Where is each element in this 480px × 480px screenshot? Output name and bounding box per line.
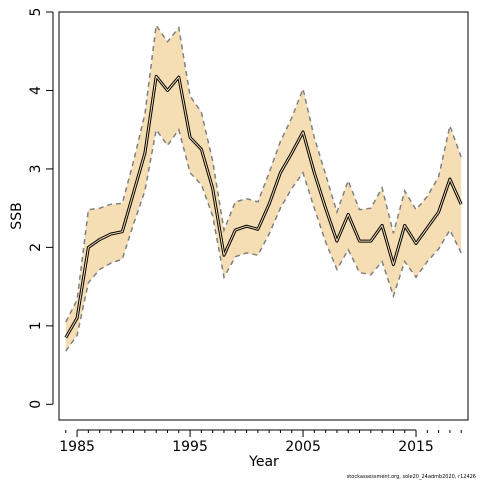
y-tick-label: 3 bbox=[28, 164, 44, 173]
x-tick-label: 1985 bbox=[59, 439, 95, 455]
footnote: stockassessment.org, sole20_24admb2020, … bbox=[347, 474, 476, 480]
y-tick-label: 5 bbox=[28, 8, 44, 17]
y-axis-label: SSB bbox=[9, 202, 25, 229]
x-tick-label: 1995 bbox=[172, 439, 208, 455]
x-axis-label: Year bbox=[248, 454, 279, 470]
y-tick-label: 0 bbox=[28, 400, 44, 409]
upper-bound-line bbox=[65, 23, 462, 323]
lower-bound-line bbox=[65, 127, 462, 352]
confidence-band bbox=[65, 25, 462, 352]
y-tick-label: 4 bbox=[28, 86, 44, 95]
x-tick-label: 2015 bbox=[398, 439, 434, 455]
estimate-line-highlight bbox=[65, 75, 462, 338]
y-tick-label: 2 bbox=[28, 243, 44, 252]
plot-frame bbox=[58, 11, 469, 421]
x-tick-label: 2005 bbox=[285, 439, 321, 455]
y-tick-label: 1 bbox=[28, 321, 44, 330]
y-axis: 0 1 2 3 4 5 bbox=[28, 8, 54, 409]
plot-area bbox=[64, 23, 463, 352]
x-axis: 1985 1995 2005 2015 bbox=[59, 429, 462, 455]
